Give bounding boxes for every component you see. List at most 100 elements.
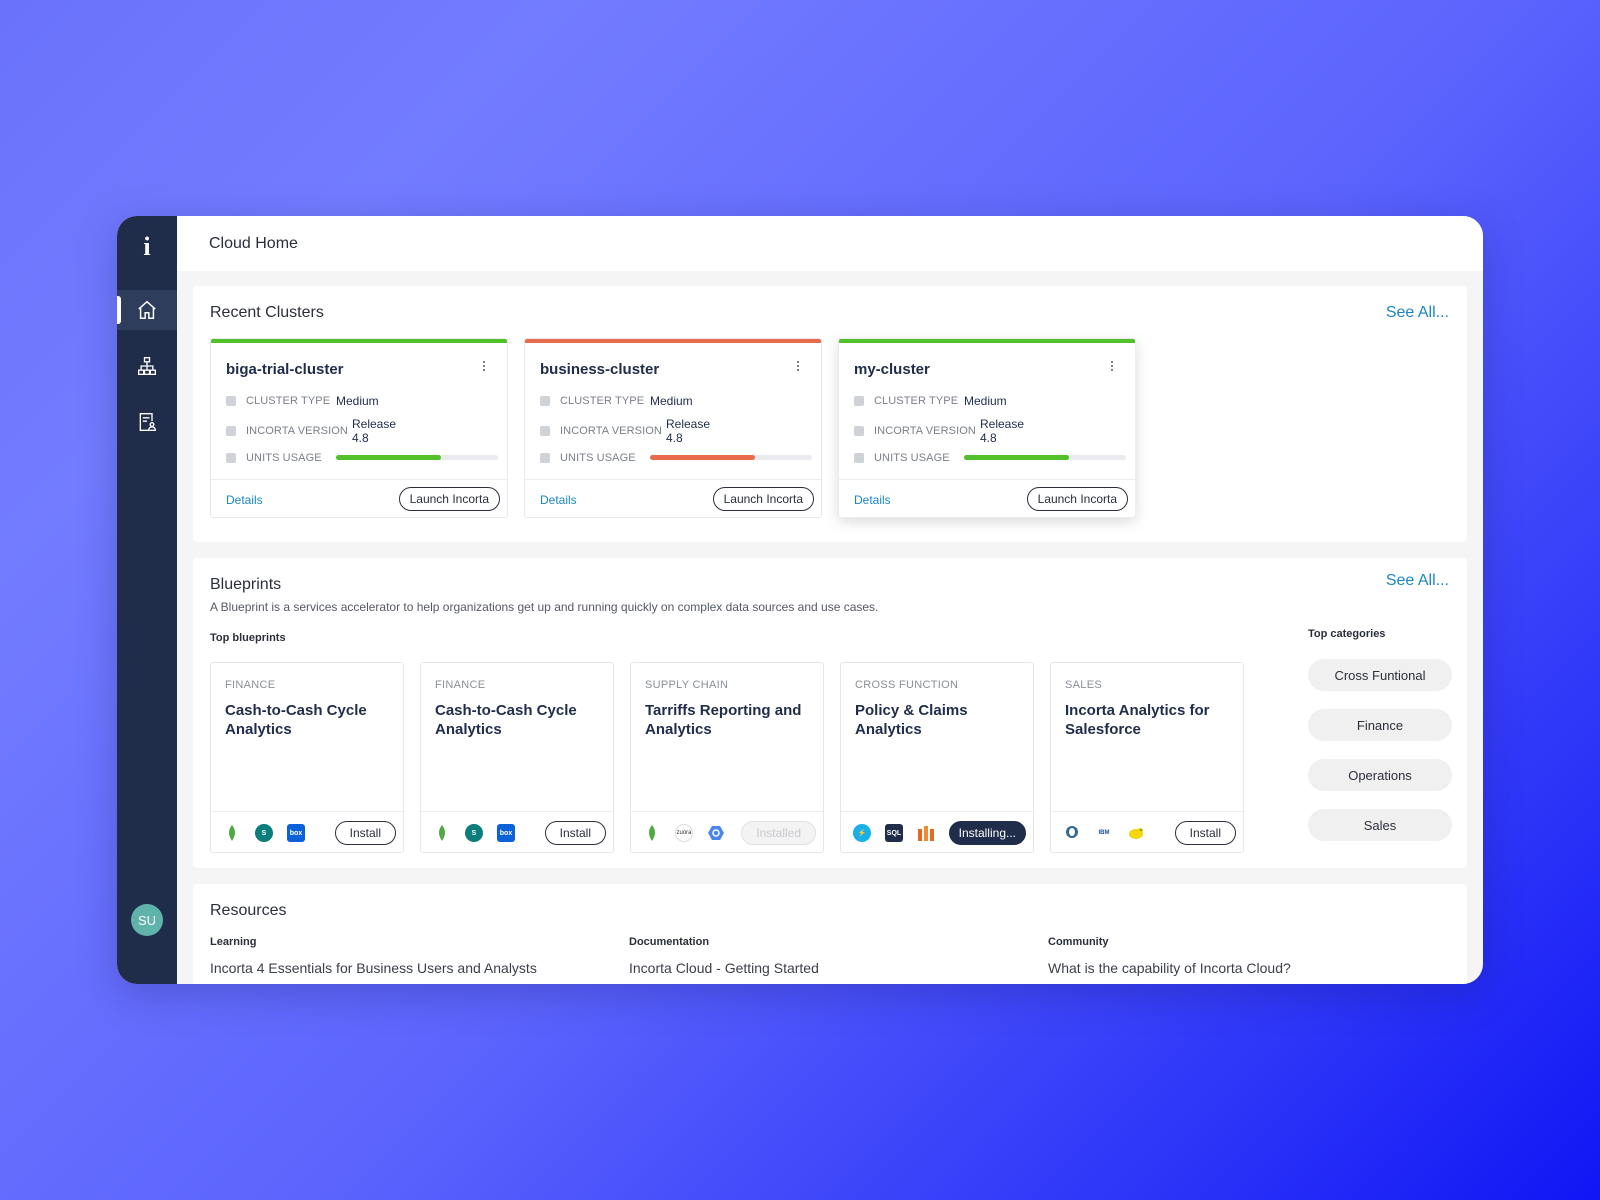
blueprint-card[interactable]: FINANCE Cash-to-Cash Cycle Analytics S b… (420, 662, 614, 853)
incorta-version-label: INCORTA VERSION (874, 425, 976, 437)
blueprint-card[interactable]: FINANCE Cash-to-Cash Cycle Analytics S b… (210, 662, 404, 853)
ibm-db2-icon: IBM (1098, 830, 1110, 836)
launch-incorta-button[interactable]: Launch Incorta (1026, 487, 1128, 511)
details-link[interactable]: Details (226, 493, 263, 507)
cluster-name: my-cluster (854, 361, 930, 378)
building-icon (540, 396, 550, 406)
details-link[interactable]: Details (540, 493, 577, 507)
units-usage-label: UNITS USAGE (874, 452, 950, 464)
more-options-icon[interactable] (797, 361, 801, 371)
launch-incorta-button[interactable]: Launch Incorta (398, 487, 500, 511)
category-pill[interactable]: Operations (1308, 759, 1452, 791)
incorta-version-value: Release 4.8 (980, 417, 1025, 445)
user-avatar[interactable]: SU (131, 904, 163, 936)
cube-icon (226, 453, 236, 463)
incorta-version-label: INCORTA VERSION (560, 425, 662, 437)
resource-link[interactable]: What is the capability of Incorta Cloud? (1048, 960, 1291, 976)
sitemap-icon (138, 357, 156, 375)
incorta-version-value: Release 4.8 (666, 417, 711, 445)
version-icon (540, 426, 550, 436)
units-usage-fill (336, 455, 442, 460)
blueprint-category: SUPPLY CHAIN (645, 679, 729, 691)
blueprint-card[interactable]: CROSS FUNCTION Policy & Claims Analytics… (840, 662, 1034, 853)
units-usage-bar (336, 455, 498, 460)
blueprint-title: Policy & Claims Analytics (855, 702, 968, 738)
installing-button[interactable]: Installing... (948, 821, 1026, 845)
report-user-icon (139, 413, 157, 431)
category-pill[interactable]: Finance (1308, 709, 1452, 741)
blueprints-description: A Blueprint is a services accelerator to… (210, 600, 879, 614)
mongodb-icon (223, 824, 241, 842)
recent-clusters-title: Recent Clusters (210, 304, 324, 321)
clusters-see-all-link[interactable]: See All... (1385, 304, 1449, 321)
blueprint-category: SALES (1065, 679, 1102, 691)
units-usage-bar (650, 455, 812, 460)
cluster-card[interactable]: biga-trial-cluster CLUSTER TYPE Medium IN… (210, 338, 508, 518)
resource-link[interactable]: Incorta 4 Essentials for Business Users … (210, 960, 537, 976)
blueprint-category: FINANCE (435, 679, 486, 691)
launch-incorta-button[interactable]: Launch Incorta (712, 487, 814, 511)
blueprints-see-all-link[interactable]: See All... (1385, 572, 1449, 589)
blueprint-card[interactable]: SALES Incorta Analytics for Salesforce I… (1050, 662, 1244, 853)
blueprint-title: Incorta Analytics for Salesforce (1065, 702, 1210, 738)
incorta-logo[interactable]: i (143, 232, 151, 261)
nav-hierarchy[interactable] (117, 346, 177, 386)
cluster-type-value: Medium (336, 394, 379, 408)
category-pill[interactable]: Cross Funtional (1308, 659, 1452, 691)
sharepoint-icon: S (465, 824, 483, 842)
nav-home[interactable] (117, 290, 177, 330)
cube-icon (540, 453, 550, 463)
incorta-version-label: INCORTA VERSION (246, 425, 348, 437)
blueprint-title: Tarriffs Reporting and Analytics (645, 702, 802, 738)
units-usage-bar (964, 455, 1126, 460)
blueprint-title: Cash-to-Cash Cycle Analytics (435, 702, 577, 738)
mongodb-icon (433, 824, 451, 842)
box-icon: box (287, 824, 305, 842)
more-options-icon[interactable] (1111, 361, 1115, 371)
cluster-type-label: CLUSTER TYPE (560, 395, 645, 407)
resources-community: Community What is the capability of Inco… (1048, 936, 1291, 976)
top-blueprints-label: Top blueprints (210, 632, 286, 644)
category-pill[interactable]: Sales (1308, 809, 1452, 841)
postgresql-icon (1063, 824, 1081, 842)
cluster-type-label: CLUSTER TYPE (246, 395, 331, 407)
units-usage-label: UNITS USAGE (560, 452, 636, 464)
resources-learning: Learning Incorta 4 Essentials for Busine… (210, 936, 537, 976)
cluster-type-label: CLUSTER TYPE (874, 395, 959, 407)
app-window: i SU Cloud Home Recent Clusters See All.… (117, 216, 1483, 984)
blueprints-title: Blueprints (210, 576, 282, 593)
box-icon: box (497, 824, 515, 842)
google-bigquery-icon (707, 824, 725, 842)
nav-report[interactable] (117, 402, 177, 442)
status-stripe (211, 339, 507, 343)
version-icon (226, 426, 236, 436)
resource-link[interactable]: Incorta Cloud - Getting Started (629, 960, 819, 976)
cluster-card[interactable]: business-cluster CLUSTER TYPE Medium INCO… (524, 338, 822, 518)
blueprint-title: Cash-to-Cash Cycle Analytics (225, 702, 367, 738)
building-icon (854, 396, 864, 406)
install-button[interactable]: Install (334, 821, 396, 845)
cluster-type-value: Medium (650, 394, 693, 408)
zuora-icon: zuora (675, 824, 693, 842)
units-usage-label: UNITS USAGE (246, 452, 322, 464)
top-categories-label: Top categories (1308, 628, 1386, 640)
sql-icon: SQL (885, 824, 903, 842)
installed-button: Installed (741, 821, 816, 845)
cluster-name: business-cluster (540, 361, 660, 378)
blueprint-card[interactable]: SUPPLY CHAIN Tarriffs Reporting and Anal… (630, 662, 824, 853)
cluster-name: biga-trial-cluster (226, 361, 344, 378)
status-stripe (525, 339, 821, 343)
main-content: Cloud Home Recent Clusters See All... bi… (177, 216, 1483, 984)
recent-clusters-panel: Recent Clusters See All... biga-trial-cl… (193, 286, 1467, 542)
install-button[interactable]: Install (1174, 821, 1236, 845)
blueprint-category: FINANCE (225, 679, 276, 691)
cluster-card[interactable]: my-cluster CLUSTER TYPE Medium INCORTA VE… (838, 338, 1136, 518)
resources-documentation: Documentation Incorta Cloud - Getting St… (629, 936, 819, 976)
status-stripe (839, 339, 1135, 343)
more-options-icon[interactable] (483, 361, 487, 371)
resource-heading: Learning (210, 936, 257, 948)
details-link[interactable]: Details (854, 493, 891, 507)
page-title: Cloud Home (209, 235, 298, 252)
install-button[interactable]: Install (544, 821, 606, 845)
blueprints-panel: Blueprints See All... A Blueprint is a s… (193, 558, 1467, 868)
